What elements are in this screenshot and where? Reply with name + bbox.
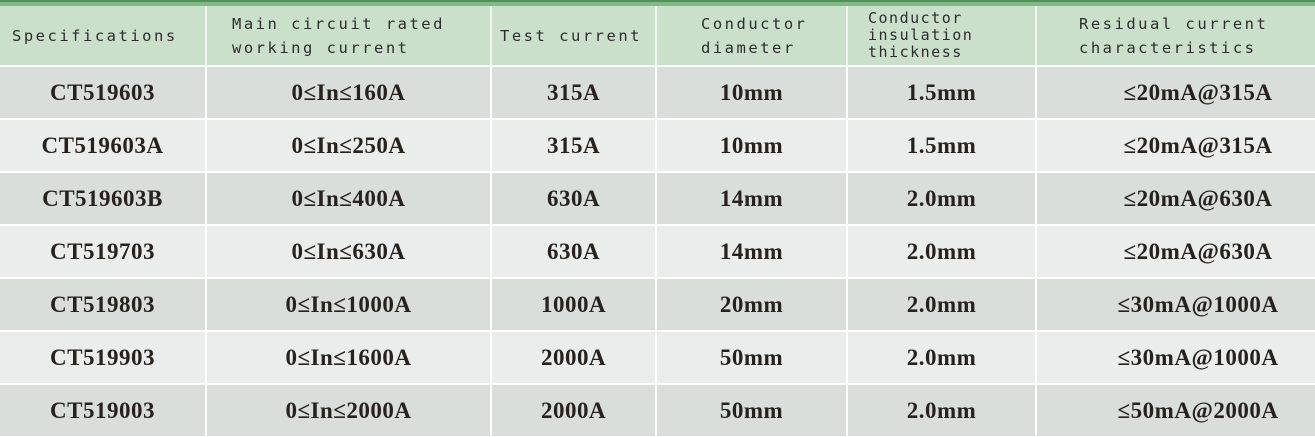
insulation-thickness-cell: 1.5mm bbox=[848, 67, 1037, 120]
column-header-specifications: Specifications bbox=[0, 6, 207, 67]
residual-current-cell: ≤20mA@630A bbox=[1037, 173, 1315, 226]
working-current-cell: 0≤In≤160A bbox=[207, 67, 492, 120]
spec-cell: CT519603B bbox=[0, 173, 207, 226]
conductor-diameter-cell: 10mm bbox=[657, 120, 848, 173]
working-current-cell: 0≤In≤1000A bbox=[207, 279, 492, 332]
residual-current-cell: ≤20mA@315A bbox=[1037, 67, 1315, 120]
table-row: CT519603 0≤In≤160A 315A 10mm 1.5mm ≤20mA… bbox=[0, 67, 1315, 120]
column-header-test-current: Test current bbox=[492, 6, 657, 67]
table-top-border bbox=[0, 0, 1315, 6]
table-row: CT519703 0≤In≤630A 630A 14mm 2.0mm ≤20mA… bbox=[0, 226, 1315, 279]
residual-current-cell: ≤30mA@1000A bbox=[1037, 332, 1315, 385]
insulation-thickness-cell: 2.0mm bbox=[848, 226, 1037, 279]
test-current-cell: 1000A bbox=[492, 279, 657, 332]
test-current-cell: 630A bbox=[492, 226, 657, 279]
column-header-conductor-diameter: Conductor diameter bbox=[657, 6, 848, 67]
working-current-cell: 0≤In≤1600A bbox=[207, 332, 492, 385]
insulation-thickness-cell: 2.0mm bbox=[848, 173, 1037, 226]
residual-current-cell: ≤50mA@2000A bbox=[1037, 385, 1315, 437]
insulation-thickness-cell: 2.0mm bbox=[848, 385, 1037, 437]
test-current-cell: 315A bbox=[492, 120, 657, 173]
residual-current-cell: ≤30mA@1000A bbox=[1037, 279, 1315, 332]
spec-cell: CT519703 bbox=[0, 226, 207, 279]
table-row: CT519003 0≤In≤2000A 2000A 50mm 2.0mm ≤50… bbox=[0, 385, 1315, 437]
conductor-diameter-cell: 20mm bbox=[657, 279, 848, 332]
test-current-cell: 2000A bbox=[492, 332, 657, 385]
spec-cell: CT519903 bbox=[0, 332, 207, 385]
table-body: CT519603 0≤In≤160A 315A 10mm 1.5mm ≤20mA… bbox=[0, 67, 1315, 437]
spec-cell: CT519603A bbox=[0, 120, 207, 173]
column-header-insulation-thickness: Conductor insulation thickness bbox=[848, 6, 1037, 67]
insulation-thickness-cell: 2.0mm bbox=[848, 332, 1037, 385]
residual-current-cell: ≤20mA@315A bbox=[1037, 120, 1315, 173]
table-row: CT519603B 0≤In≤400A 630A 14mm 2.0mm ≤20m… bbox=[0, 173, 1315, 226]
conductor-diameter-cell: 50mm bbox=[657, 385, 848, 437]
column-header-residual-current: Residual current characteristics bbox=[1037, 6, 1315, 67]
insulation-thickness-cell: 2.0mm bbox=[848, 279, 1037, 332]
residual-current-cell: ≤20mA@630A bbox=[1037, 226, 1315, 279]
header-row: Specifications Main circuit rated workin… bbox=[0, 6, 1315, 67]
test-current-cell: 315A bbox=[492, 67, 657, 120]
working-current-cell: 0≤In≤250A bbox=[207, 120, 492, 173]
conductor-diameter-cell: 14mm bbox=[657, 173, 848, 226]
conductor-diameter-cell: 10mm bbox=[657, 67, 848, 120]
test-current-cell: 630A bbox=[492, 173, 657, 226]
table-header: Specifications Main circuit rated workin… bbox=[0, 6, 1315, 67]
conductor-diameter-cell: 50mm bbox=[657, 332, 848, 385]
working-current-cell: 0≤In≤630A bbox=[207, 226, 492, 279]
insulation-thickness-cell: 1.5mm bbox=[848, 120, 1037, 173]
test-current-cell: 2000A bbox=[492, 385, 657, 437]
table-row: CT519903 0≤In≤1600A 2000A 50mm 2.0mm ≤30… bbox=[0, 332, 1315, 385]
conductor-diameter-cell: 14mm bbox=[657, 226, 848, 279]
working-current-cell: 0≤In≤2000A bbox=[207, 385, 492, 437]
table-row: CT519603A 0≤In≤250A 315A 10mm 1.5mm ≤20m… bbox=[0, 120, 1315, 173]
spec-cell: CT519603 bbox=[0, 67, 207, 120]
column-header-working-current: Main circuit rated working current bbox=[207, 6, 492, 67]
spec-cell: CT519003 bbox=[0, 385, 207, 437]
table-row: CT519803 0≤In≤1000A 1000A 20mm 2.0mm ≤30… bbox=[0, 279, 1315, 332]
spec-cell: CT519803 bbox=[0, 279, 207, 332]
specifications-table: Specifications Main circuit rated workin… bbox=[0, 6, 1315, 437]
working-current-cell: 0≤In≤400A bbox=[207, 173, 492, 226]
